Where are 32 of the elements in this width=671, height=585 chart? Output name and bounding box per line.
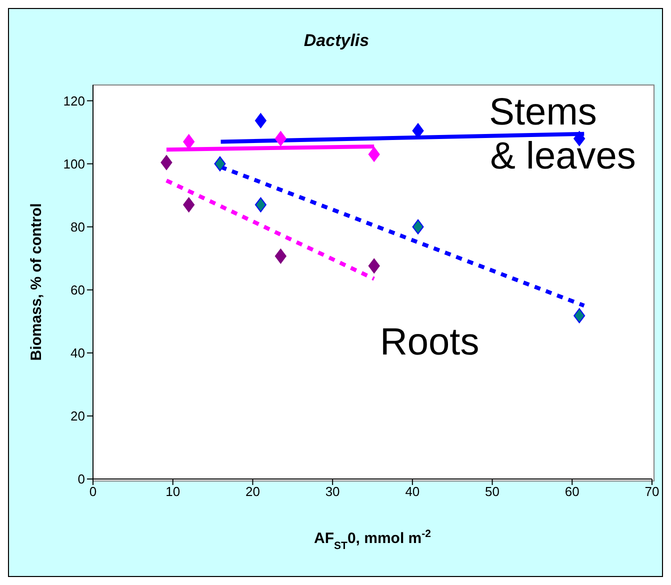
- y-tick-label: 120: [63, 93, 85, 108]
- point: [368, 258, 380, 274]
- x-tick-label: 30: [325, 484, 340, 500]
- point: [412, 219, 424, 234]
- y-tick-label: 80: [70, 219, 85, 234]
- point: [274, 248, 286, 264]
- x-tick-label: 60: [564, 484, 580, 500]
- chart-title: Dactylis: [302, 31, 370, 51]
- point: [214, 156, 226, 172]
- x-tick-label: 50: [485, 484, 500, 500]
- point: [254, 197, 266, 212]
- x-tick-label: 70: [644, 484, 660, 500]
- y-tick-label: 100: [63, 156, 85, 172]
- annotation: Roots: [380, 321, 480, 364]
- x-tick-label: 40: [405, 484, 420, 500]
- x-tick-label: 20: [245, 484, 260, 500]
- point: [574, 308, 586, 324]
- x-tick-label: 10: [166, 484, 180, 500]
- annotation: Stems & leaves: [489, 92, 636, 178]
- y-axis-title: Biomass, % of control: [28, 203, 45, 361]
- x-axis-title: AF$_{ST}$0, mmol m$^{-2}$: [314, 528, 432, 552]
- x-tick-label: 0: [89, 484, 97, 500]
- point: [183, 134, 195, 150]
- point: [274, 131, 286, 146]
- y-tick-label: 40: [70, 346, 85, 361]
- y-tick-label: 20: [70, 408, 85, 424]
- point: [368, 146, 380, 162]
- y-tick-label: 60: [70, 282, 85, 298]
- point: [254, 113, 266, 128]
- point: [160, 155, 172, 170]
- y-tick-label: 0: [78, 472, 85, 487]
- point: [183, 197, 195, 212]
